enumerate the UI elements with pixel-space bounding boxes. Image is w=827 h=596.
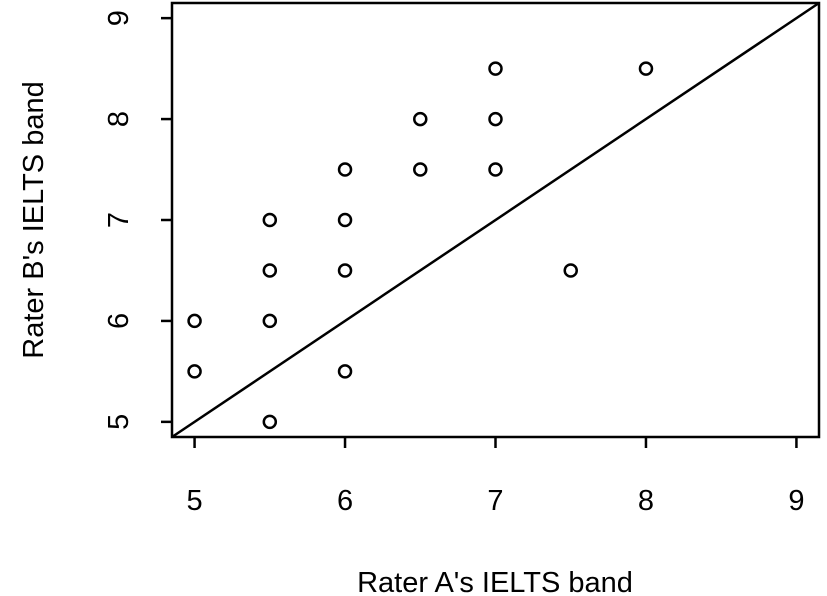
- data-point: [638, 61, 654, 76]
- x-axis-title: Rater A's IELTS band: [357, 567, 633, 596]
- x-tick-label: 8: [638, 485, 654, 517]
- x-tick-label: 6: [337, 485, 353, 517]
- y-axis: 5 6 7 8 9: [103, 10, 172, 430]
- data-point: [262, 263, 278, 278]
- x-tick-label: 7: [487, 485, 503, 517]
- data-point: [413, 111, 428, 127]
- x-tick-label: 9: [788, 485, 804, 517]
- data-point: [488, 162, 503, 177]
- data-point: [337, 162, 353, 177]
- data-point: [563, 263, 578, 278]
- data-point: [337, 364, 353, 379]
- data-point: [187, 364, 202, 379]
- y-axis-title: Rater B's IELTS band: [18, 81, 50, 358]
- data-point: [187, 313, 202, 329]
- y-tick-label: 9: [103, 10, 135, 26]
- data-point: [488, 61, 503, 76]
- data-point: [337, 212, 353, 228]
- data-point: [262, 212, 278, 228]
- data-point: [262, 313, 278, 329]
- x-axis: 5 6 7 8 9: [186, 437, 805, 517]
- data-point: [262, 414, 278, 430]
- y-tick-label: 8: [103, 111, 135, 127]
- data-point: [413, 162, 428, 177]
- data-point: [337, 263, 353, 278]
- data-points: [187, 61, 654, 430]
- y-tick-label: 5: [103, 414, 135, 430]
- y-tick-label: 7: [103, 212, 135, 228]
- identity-reference-line: [171, 1, 820, 439]
- y-tick-label: 6: [103, 313, 135, 329]
- x-tick-label: 5: [186, 485, 202, 517]
- data-point: [488, 111, 503, 127]
